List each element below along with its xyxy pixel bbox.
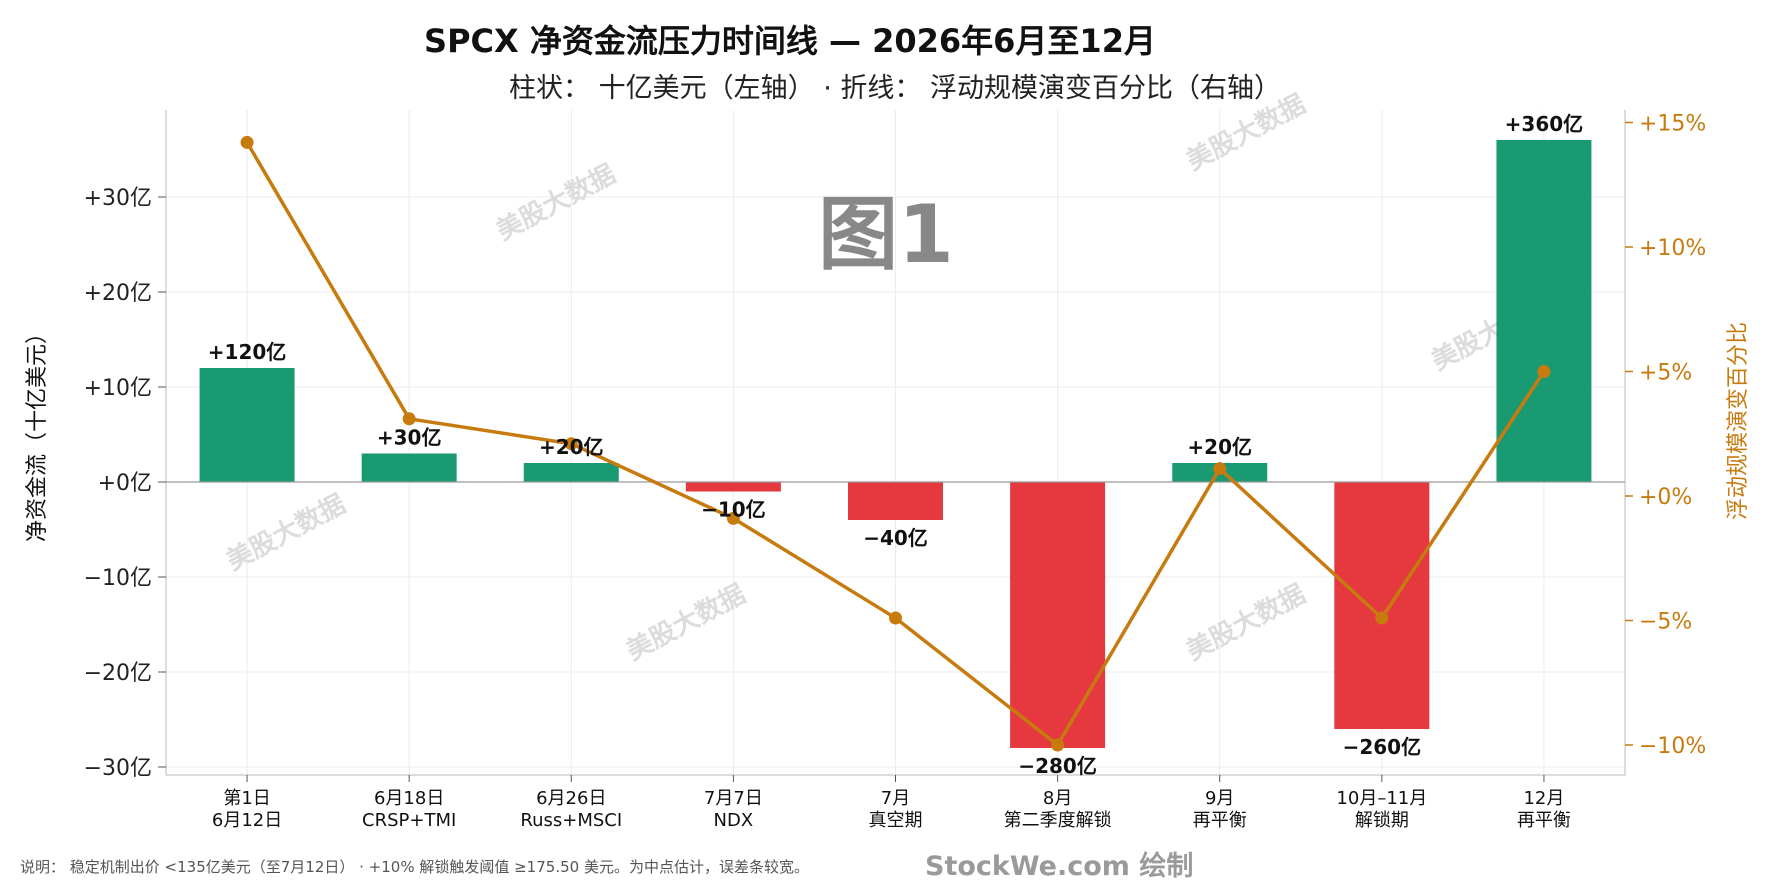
bar [1496,140,1592,482]
y-tick-label: −20亿 [84,661,152,686]
x-tick-label: 8月 [1043,788,1072,809]
y-tick-label: +30亿 [84,186,152,211]
line-point [1537,365,1551,378]
y2-tick-label: +0% [1639,485,1692,510]
chart-subtitle: 柱状： 十亿美元（左轴） · 折线： 浮动规模演变百分比（右轴） [509,73,1281,104]
line-point [889,611,902,625]
y-tick-label: +10亿 [84,376,152,401]
y2-axis-label: 浮动规模演变百分比 [1726,322,1751,520]
bar-value-label: +20亿 [539,435,604,459]
x-tick-label: 第1日 [223,788,270,809]
bar [199,368,295,482]
bar-value-label: −260亿 [1343,735,1422,759]
x-tick-label: 9月 [1205,788,1234,809]
x-tick-label: 解锁期 [1355,810,1409,831]
ticks: −30亿 −20亿 −10亿 +0亿 +10亿 +20亿 +30亿 −10% −5% +0% +5%… [84,112,1707,782]
bar-value-label: −40亿 [863,526,928,550]
x-tick-label: 再平衡 [1193,810,1247,831]
line-point [564,437,578,451]
line-point [1051,738,1065,752]
y-tick-label: +0亿 [98,471,152,496]
bar-value-label: +120亿 [208,340,287,364]
watermark-text: 美股大数据 [221,488,350,576]
bar [523,463,619,482]
figure-label: 图1 [818,188,954,281]
credit: StockWe.com 绘制 [925,850,1193,882]
x-tick-label: 真空期 [869,810,923,831]
line-series [240,135,1551,752]
y2-tick-label: +5% [1639,361,1692,386]
line-point [726,511,740,525]
watermark-text: 美股大数据 [1181,578,1310,666]
x-tick-label: 12月 [1523,788,1564,809]
y-tick-label: −10亿 [84,566,152,591]
y-axis-label: 净资金流（十亿美元） [25,322,50,542]
watermark-text: 美股大数据 [621,578,750,666]
line-point [1213,462,1227,476]
y-tick-label: −30亿 [84,756,152,781]
bar-value-label: +20亿 [1187,435,1252,459]
x-tick-label: 第二季度解锁 [1004,810,1112,831]
x-tick-label: 6月18日 [374,788,444,809]
bar-value-label: −10亿 [701,498,766,522]
bars [199,140,1592,748]
watermark-text: 美股大数据 [491,158,620,246]
x-tick-label: Russ+MSCI [520,810,622,831]
bar-value-label: +360亿 [1505,112,1584,136]
bar [1334,482,1430,729]
x-tick-label: 7月7日 [704,788,763,809]
x-tick-label: 再平衡 [1517,810,1571,831]
y2-tick-label: −5% [1639,610,1692,635]
y-tick-label: +20亿 [84,281,152,306]
x-tick-label: NDX [714,810,754,831]
gridlines [166,110,1625,775]
bar-value-label: +30亿 [377,426,442,450]
bar [361,453,457,482]
y2-tick-label: +15% [1639,112,1706,137]
data-labels: +120亿 +30亿 +20亿 −10亿 −40亿 −280亿 +20亿 −260亿 +360亿 [208,112,1583,778]
x-tick-label: 7月 [881,788,910,809]
line-point [402,412,416,426]
footnote: 说明： 稳定机制出价 <135亿美元（至7月12日） · +10% 解锁触发阈值… [20,858,809,876]
chart-title: SPCX 净资金流压力时间线 — 2026年6月至12月 [424,22,1156,60]
line-point [1375,611,1389,625]
x-tick-label: 6月26日 [536,788,606,809]
bar [685,482,781,492]
y2-tick-label: −10% [1639,734,1706,759]
bar [1010,482,1106,748]
line-point [240,135,254,149]
y2-tick-label: +10% [1639,236,1706,261]
bar [848,482,943,520]
x-tick-label: 6月12日 [212,810,282,831]
x-tick-label: 10月–11月 [1336,788,1427,809]
bar-value-label: −280亿 [1018,754,1097,778]
x-tick-label: CRSP+TMI [362,810,456,831]
